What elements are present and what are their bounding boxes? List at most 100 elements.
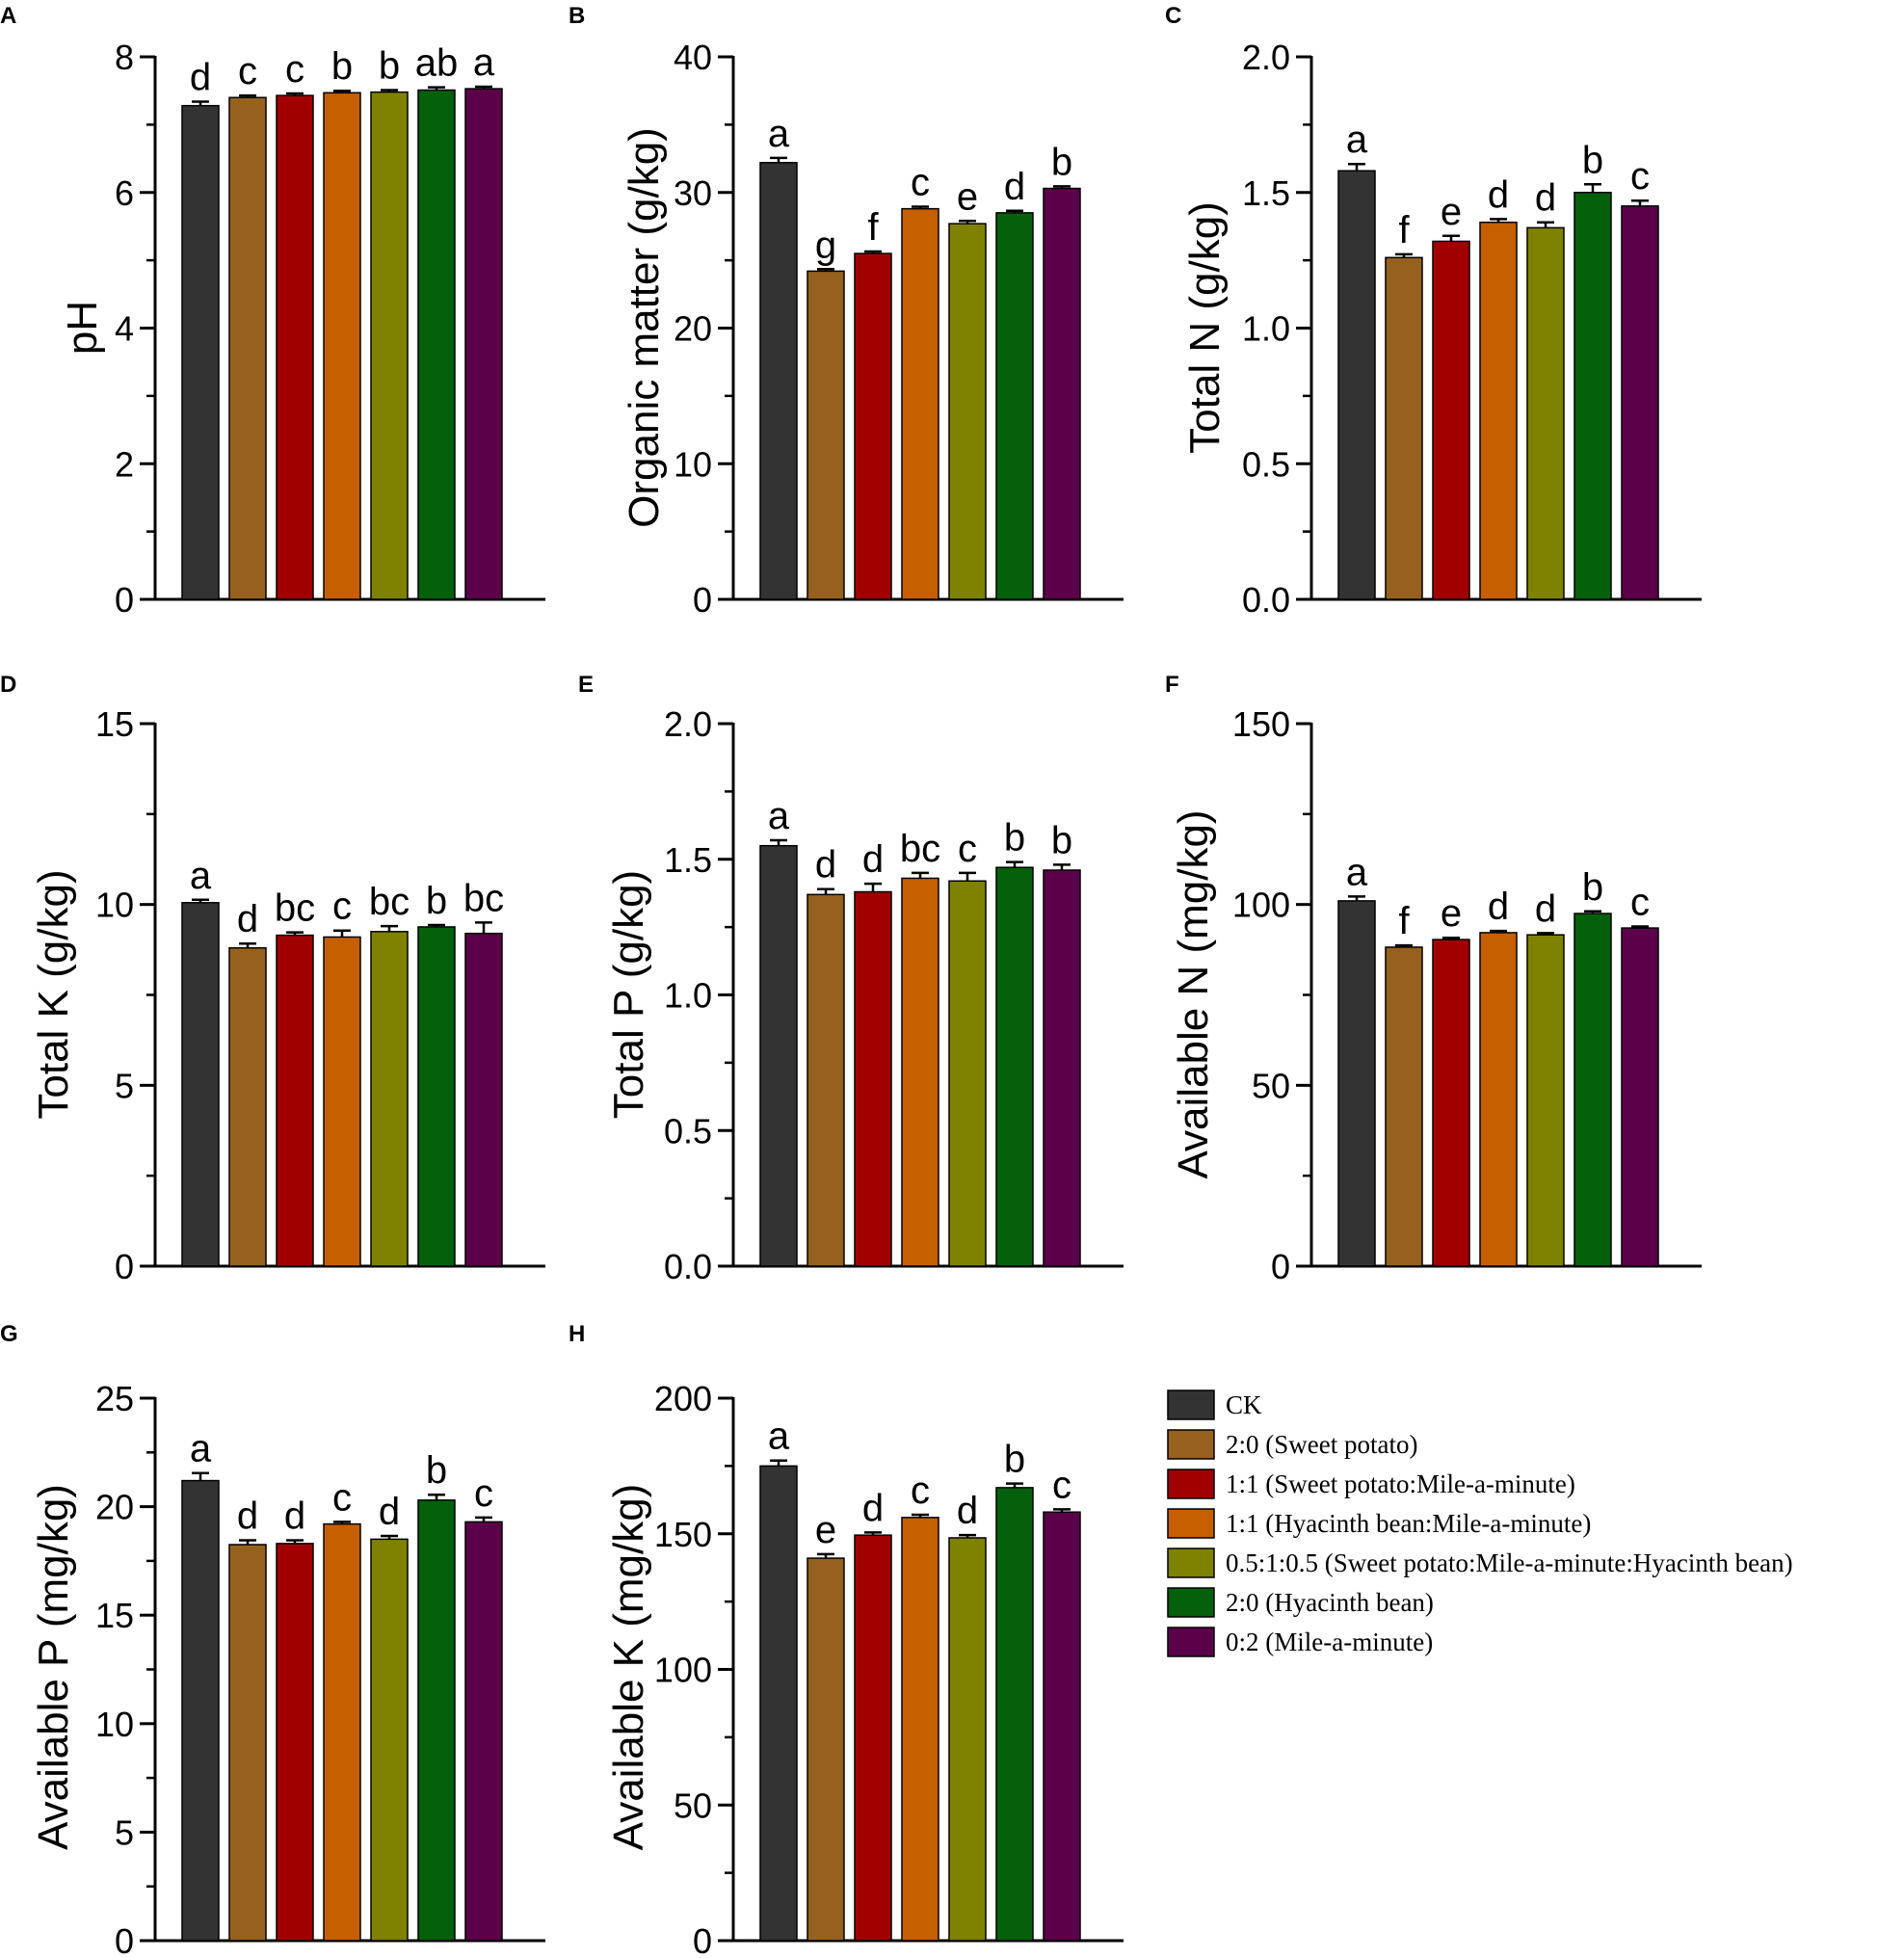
y-tick-label: 1.5 — [1242, 173, 1290, 213]
significance-letter: f — [1398, 209, 1410, 251]
y-axis-title: pH — [59, 301, 106, 355]
legend-item: 0:2 (Mile-a-minute) — [1167, 1627, 1433, 1657]
legend-swatch — [1167, 1508, 1215, 1539]
significance-letter: b — [1051, 819, 1072, 861]
y-tick-label: 100 — [654, 1651, 712, 1690]
bar — [948, 880, 987, 1267]
bar — [276, 94, 314, 600]
significance-letter: c — [332, 886, 352, 928]
y-tick-label: 0 — [115, 1921, 134, 1958]
bar — [854, 252, 892, 600]
bar — [1432, 939, 1470, 1267]
y-tick-label: 15 — [95, 704, 134, 744]
bar — [759, 1465, 798, 1942]
bar — [464, 88, 503, 600]
y-axis-title: Total N (g/kg) — [1181, 201, 1229, 454]
significance-letter: d — [862, 838, 884, 881]
bar — [1573, 913, 1612, 1267]
significance-letter: ab — [415, 42, 459, 85]
bar — [181, 1479, 220, 1942]
legend-swatch — [1167, 1548, 1215, 1578]
bar — [417, 926, 456, 1267]
bar — [181, 902, 220, 1267]
y-tick-label: 0 — [115, 580, 134, 620]
bar — [370, 91, 409, 600]
significance-letter: c — [1630, 882, 1650, 924]
significance-letter: d — [379, 1491, 400, 1533]
significance-letter: g — [815, 224, 836, 266]
bar — [370, 931, 409, 1267]
significance-letter: d — [1488, 173, 1509, 216]
panel-letter: F — [1165, 672, 1179, 698]
legend-swatch — [1167, 1627, 1215, 1657]
bar — [228, 1544, 267, 1942]
significance-letter: d — [862, 1487, 884, 1529]
bar — [276, 934, 314, 1267]
panel-letter: D — [0, 672, 16, 698]
panel-letter: E — [578, 672, 594, 698]
significance-letter: bc — [900, 828, 940, 870]
y-tick-label: 6 — [115, 173, 134, 213]
y-tick-label: 40 — [674, 38, 712, 77]
significance-letter: d — [815, 844, 836, 886]
panel-letter: A — [0, 3, 16, 29]
significance-letter: c — [911, 162, 930, 204]
y-tick-label: 0.5 — [664, 1111, 712, 1151]
bar — [901, 207, 939, 600]
legend-item: 1:1 (Sweet potato:Mile-a-minute) — [1167, 1468, 1575, 1499]
legend-label: CK — [1226, 1390, 1262, 1419]
significance-letter: c — [285, 48, 304, 91]
bar — [854, 890, 892, 1267]
significance-letter: a — [190, 855, 212, 897]
legend-swatch — [1167, 1468, 1215, 1499]
bar — [807, 1557, 845, 1942]
bar — [901, 877, 939, 1267]
y-tick-label: 15 — [95, 1596, 134, 1635]
significance-letter: f — [867, 206, 879, 249]
bar — [276, 1543, 314, 1942]
bar — [1432, 240, 1470, 600]
y-axis-title: Total P (g/kg) — [605, 870, 652, 1119]
bar — [1526, 226, 1565, 600]
bar — [995, 866, 1034, 1267]
panel-letter: H — [569, 1321, 585, 1347]
significance-letter: b — [1004, 817, 1025, 860]
y-tick-label: 2.0 — [664, 704, 712, 744]
y-tick-label: 50 — [674, 1786, 712, 1825]
significance-letter: bc — [369, 881, 410, 923]
significance-letter: bc — [275, 887, 315, 930]
bar — [948, 223, 987, 600]
significance-letter: a — [1346, 119, 1368, 161]
y-axis-title: Total K (g/kg) — [30, 869, 77, 1119]
panel-c: C 0.00.51.01.52.0af e d db c Total N (g/kg) — [1165, 3, 1702, 620]
panel-c-plot: 0.00.51.01.52.0af e d db c — [1242, 38, 1702, 620]
significance-letter: e — [1441, 191, 1462, 233]
significance-letter: c — [958, 828, 977, 870]
y-tick-label: 100 — [1232, 886, 1290, 925]
legend: CK 2:0 (Sweet potato) 1:1 (Sweet potato:… — [1167, 1389, 1793, 1657]
y-tick-label: 5 — [115, 1066, 134, 1105]
y-tick-label: 200 — [654, 1379, 712, 1418]
y-tick-label: 10 — [674, 444, 712, 484]
significance-letter: e — [815, 1509, 836, 1551]
y-tick-label: 0 — [693, 1921, 712, 1958]
bar — [759, 844, 798, 1267]
bar — [948, 1537, 987, 1942]
y-tick-label: 4 — [115, 309, 134, 349]
bar — [901, 1517, 939, 1942]
y-tick-label: 1.0 — [1242, 309, 1290, 349]
y-tick-label: 2.0 — [1242, 38, 1290, 77]
significance-letter: b — [1582, 139, 1603, 181]
legend-swatch — [1167, 1389, 1215, 1420]
bar — [464, 1521, 503, 1942]
significance-letter: a — [768, 1416, 790, 1458]
y-tick-label: 0.5 — [1242, 444, 1290, 484]
bar — [807, 270, 845, 600]
